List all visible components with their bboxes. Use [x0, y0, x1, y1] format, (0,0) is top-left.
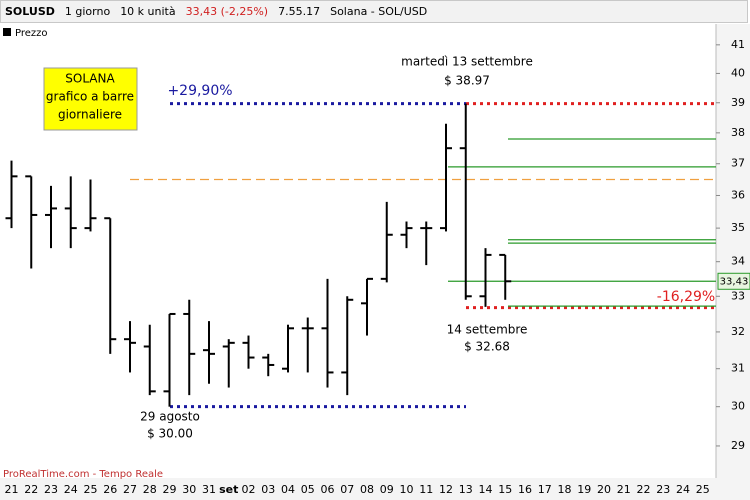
x-tick-label: 21	[5, 483, 19, 496]
x-tick-label: 08	[360, 483, 374, 496]
x-tick-label: 29	[163, 483, 177, 496]
x-tick-label: 18	[558, 483, 572, 496]
x-tick-label: 09	[380, 483, 394, 496]
x-tick-label: 24	[676, 483, 690, 496]
annotation: +29,90%	[167, 83, 232, 99]
annotation: $ 30.00	[147, 427, 193, 441]
x-tick-label: 13	[459, 483, 473, 496]
annotation: 14 settembre	[447, 323, 528, 337]
x-axis-bg	[0, 478, 750, 500]
y-tick-label: 32	[731, 325, 745, 338]
x-tick-label: 20	[597, 483, 611, 496]
units[interactable]: 10 k unità	[120, 5, 176, 18]
x-tick-label: 03	[261, 483, 275, 496]
box-title: giornaliere	[58, 108, 122, 122]
x-tick-label: 07	[340, 483, 354, 496]
x-tick-label: 04	[281, 483, 295, 496]
x-tick-label: 17	[538, 483, 552, 496]
x-tick-label: 21	[617, 483, 631, 496]
x-tick-label: 24	[64, 483, 78, 496]
x-tick-label: 14	[479, 483, 493, 496]
y-tick-label: 33	[731, 289, 745, 302]
symbol[interactable]: SOLUSD	[5, 5, 55, 18]
x-tick-label: 16	[518, 483, 532, 496]
x-tick-label: 27	[123, 483, 137, 496]
x-tick-label: 06	[321, 483, 335, 496]
annotation: $ 38.97	[444, 74, 490, 88]
x-tick-label: 22	[24, 483, 38, 496]
x-tick-label: 23	[44, 483, 58, 496]
title-box	[43, 67, 138, 131]
x-tick-label: 25	[696, 483, 710, 496]
change: 33,43 (-2,25%)	[185, 5, 269, 18]
y-tick-label: 31	[731, 362, 745, 375]
x-tick-label: 11	[419, 483, 433, 496]
y-tick-label: 30	[731, 400, 745, 413]
x-tick-label: 10	[400, 483, 414, 496]
y-tick-label: 29	[731, 439, 745, 452]
x-tick-label: 23	[656, 483, 670, 496]
y-tick-label: 41	[731, 38, 745, 51]
x-tick-label: 25	[84, 483, 98, 496]
legend-swatch	[3, 28, 11, 36]
chart: Prezzo SOLANA grafico a barre giornalier…	[0, 24, 750, 500]
y-tick-label: 35	[731, 221, 745, 234]
box-title: grafico a barre	[46, 90, 134, 104]
x-tick-label: 19	[577, 483, 591, 496]
y-tick-label: 40	[731, 66, 745, 79]
interval[interactable]: 1 giorno	[64, 5, 111, 18]
x-tick-label: 02	[242, 483, 256, 496]
axis-bg	[716, 24, 750, 500]
annotation: 29 agosto	[140, 410, 200, 424]
x-tick-label: 31	[202, 483, 216, 496]
x-tick-label: 28	[143, 483, 157, 496]
legend: Prezzo	[15, 28, 48, 39]
box-title: SOLANA	[65, 72, 115, 86]
instrument: Solana - SOL/USD	[330, 5, 428, 18]
footer: ProRealTime.com - Tempo Reale	[3, 469, 163, 480]
annotation: $ 32.68	[464, 340, 510, 354]
price-tag-label: 33,43	[720, 276, 749, 287]
x-tick-label: 05	[301, 483, 315, 496]
y-tick-label: 36	[731, 188, 745, 201]
price-tag	[717, 272, 750, 290]
annotation: -16,29%	[657, 289, 715, 305]
y-tick-label: 38	[731, 126, 745, 139]
x-tick-label: 12	[439, 483, 453, 496]
x-tick-label: 22	[637, 483, 651, 496]
y-tick-label: 37	[731, 157, 745, 170]
annotation: martedì 13 settembre	[401, 55, 533, 69]
x-tick-label: 15	[498, 483, 512, 496]
toolbar: SOLUSD 1 giorno 10 k unità 33,43 (-2,25%…	[0, 0, 748, 23]
y-tick-label: 39	[731, 96, 745, 109]
x-tick-label: 26	[103, 483, 117, 496]
time: 7.55.17	[278, 5, 321, 18]
x-tick-label: set	[219, 483, 238, 496]
x-tick-label: 30	[182, 483, 196, 496]
y-tick-label: 34	[731, 255, 745, 268]
